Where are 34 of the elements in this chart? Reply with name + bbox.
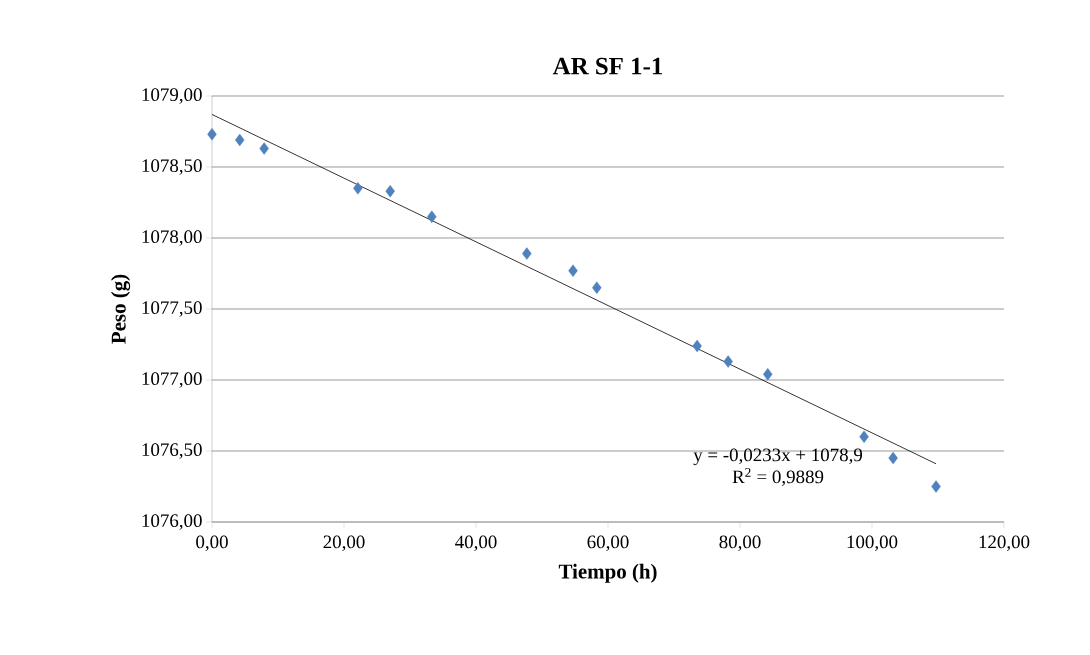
x-tick-label: 80,00 (719, 535, 761, 552)
annotation: y = -0,0233x + 1078,9 (693, 448, 863, 466)
x-axis-title: Tiempo (h) (558, 563, 657, 583)
chart-title: AR SF 1-1 (552, 57, 663, 75)
x-tick-label: 100,00 (847, 535, 898, 552)
y-tick-label: 1077,00 (142, 372, 202, 388)
point (763, 368, 773, 381)
point (353, 182, 363, 195)
y-axis-title: Peso (g) (110, 274, 131, 344)
x-tick-label: 120,00 (979, 535, 1030, 552)
y-tick-label: 1078,00 (142, 230, 202, 246)
y-tick-label: 1079,00 (142, 88, 202, 104)
point (207, 128, 217, 141)
x-tick-label: 60,00 (587, 535, 629, 552)
y-tick-label: 1077,50 (142, 301, 202, 317)
point (859, 430, 869, 443)
x-tick-label: 0,00 (196, 535, 228, 552)
y-tick-label: 1076,50 (142, 443, 202, 459)
y-tick-label: 1078,50 (142, 159, 202, 175)
x-tick-label: 40,00 (455, 535, 497, 552)
point (235, 133, 245, 147)
point (568, 264, 578, 277)
point (692, 339, 702, 353)
point (522, 247, 532, 260)
point (385, 184, 395, 198)
annotation: R$^{2}$ = 0,9889 (732, 468, 824, 486)
point (888, 451, 898, 465)
point (723, 355, 733, 368)
point (931, 480, 941, 493)
y-tick-label: 1076,00 (142, 514, 202, 530)
x-tick-label: 20,00 (323, 535, 365, 552)
point (427, 210, 437, 223)
point (259, 142, 269, 155)
point (592, 281, 602, 294)
